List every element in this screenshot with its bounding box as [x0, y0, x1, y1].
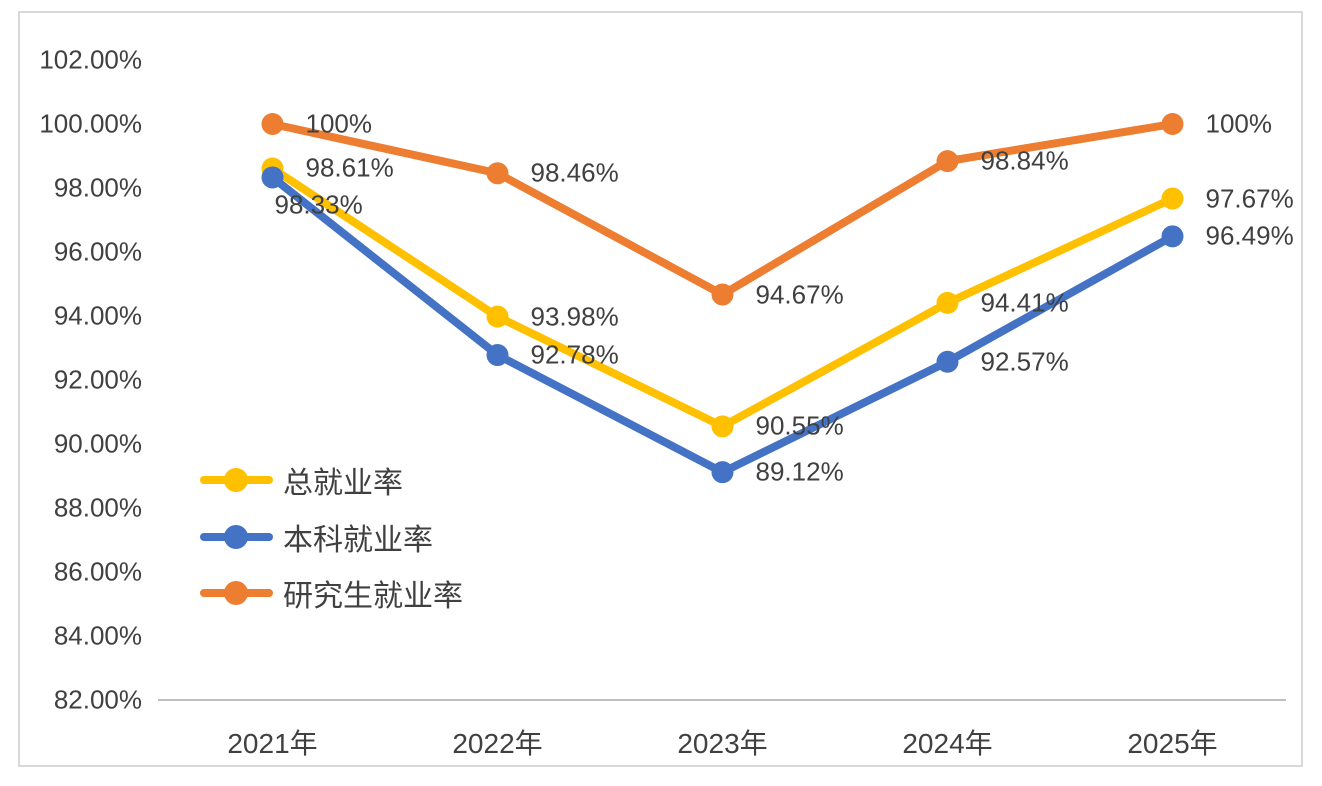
legend-line-marker-icon [200, 517, 273, 557]
legend-item-undergraduate-employment-rate: 本科就业率 [200, 517, 433, 557]
data-label-graduate-employment-rate: 98.46% [530, 157, 619, 188]
data-label-graduate-employment-rate: 100% [1205, 108, 1273, 139]
y-axis-tick-label: 82.00% [53, 684, 142, 715]
data-label-undergraduate-employment-rate: 92.78% [530, 339, 619, 370]
y-axis-tick-label: 90.00% [53, 428, 142, 459]
data-label-undergraduate-employment-rate: 89.12% [755, 456, 844, 487]
data-point-marker-total-employment-rate [486, 305, 509, 328]
x-axis-tick-label: 2024年 [902, 728, 993, 759]
data-label-total-employment-rate: 90.55% [755, 410, 844, 441]
data-label-graduate-employment-rate: 100% [305, 108, 373, 139]
y-axis-tick-label: 94.00% [53, 300, 142, 331]
legend-item-graduate-employment-rate: 研究生就业率 [200, 573, 463, 613]
x-axis-tick-label: 2023年 [677, 728, 768, 759]
legend-item-total-employment-rate: 总就业率 [200, 460, 403, 500]
x-axis-tick-label: 2022年 [452, 728, 543, 759]
data-label-undergraduate-employment-rate: 96.49% [1205, 220, 1294, 251]
data-label-graduate-employment-rate: 94.67% [755, 279, 844, 310]
legend-item-label: 总就业率 [283, 467, 403, 500]
y-axis-tick-label: 100.00% [39, 108, 142, 139]
legend-line-marker-icon [200, 573, 273, 613]
data-label-total-employment-rate: 93.98% [530, 301, 619, 332]
data-point-marker-undergraduate-employment-rate [936, 350, 959, 373]
y-axis-tick-label: 96.00% [53, 236, 142, 267]
y-axis-tick-label: 88.00% [53, 492, 142, 523]
data-point-marker-graduate-employment-rate [486, 162, 509, 185]
data-point-marker-undergraduate-employment-rate [711, 461, 734, 484]
data-point-marker-undergraduate-employment-rate [1161, 225, 1184, 248]
data-label-total-employment-rate: 94.41% [980, 287, 1069, 318]
data-label-graduate-employment-rate: 98.84% [980, 145, 1069, 176]
data-point-marker-undergraduate-employment-rate [486, 344, 509, 367]
data-point-marker-graduate-employment-rate [711, 283, 734, 306]
y-axis-tick-label: 86.00% [53, 556, 142, 587]
legend-item-label: 研究生就业率 [283, 580, 463, 613]
y-axis-tick-label: 102.00% [39, 44, 142, 75]
y-axis-tick-label: 92.00% [53, 364, 142, 395]
data-point-marker-graduate-employment-rate [936, 150, 959, 173]
data-point-marker-graduate-employment-rate [261, 113, 284, 135]
x-axis-tick-label: 2025年 [1127, 728, 1218, 759]
data-point-marker-undergraduate-employment-rate [261, 166, 284, 189]
data-label-undergraduate-employment-rate: 92.57% [980, 346, 1069, 377]
y-axis-tick-label: 84.00% [53, 620, 142, 651]
legend-dot-icon [224, 525, 248, 549]
y-axis-tick-label: 98.00% [53, 172, 142, 203]
x-axis-tick-label: 2021年 [227, 728, 318, 759]
data-label-total-employment-rate: 97.67% [1205, 183, 1294, 214]
data-label-total-employment-rate: 98.61% [305, 152, 394, 183]
data-label-undergraduate-employment-rate: 98.33% [274, 189, 363, 220]
legend-item-label: 本科就业率 [283, 524, 433, 557]
data-point-marker-total-employment-rate [1161, 187, 1184, 210]
legend-line-marker-icon [200, 460, 273, 500]
data-point-marker-total-employment-rate [936, 291, 959, 314]
data-point-marker-graduate-employment-rate [1161, 113, 1184, 135]
data-point-marker-total-employment-rate [711, 415, 734, 438]
legend-dot-icon [224, 581, 248, 605]
legend-dot-icon [224, 468, 248, 492]
